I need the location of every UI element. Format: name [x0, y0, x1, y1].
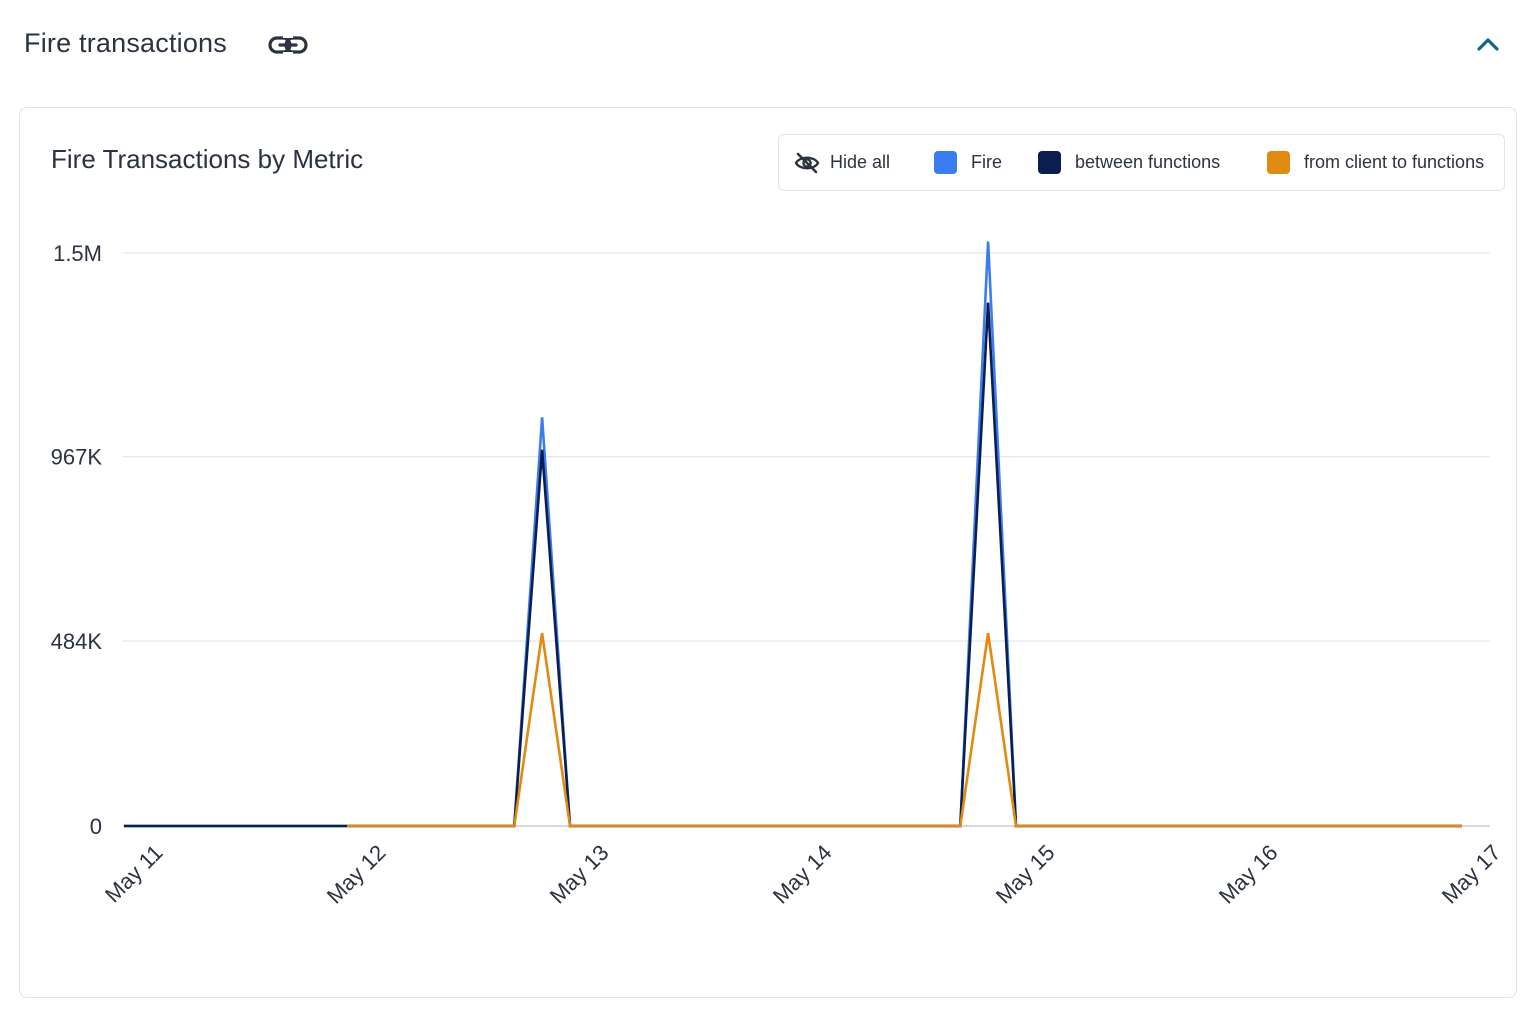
hide-all-label: Hide all: [830, 152, 891, 172]
y-tick-label: 0: [90, 814, 102, 839]
chart-card: Fire Transactions by Metric Hide all Fir…: [19, 107, 1517, 998]
legend-swatch-from-client-to-functions: [1267, 151, 1290, 174]
legend-label-from-client-to-functions: from client to functions: [1304, 152, 1485, 172]
y-tick-label: 1.5M: [53, 241, 102, 266]
line-chart: 0 484K 967K 1.5M May 11 May 12 May 13 May 14 May…: [51, 241, 1506, 909]
chart-legend: Hide all Fire between functions from cli…: [778, 134, 1505, 191]
y-tick-label: 967K: [51, 445, 103, 470]
x-tick-label: May 15: [991, 840, 1060, 909]
legend-swatch-between-functions: [1038, 151, 1061, 174]
legend-label-between-functions: between functions: [1075, 152, 1221, 172]
legend-item-from-client-to-functions[interactable]: from client to functions: [1267, 135, 1484, 190]
series-line-2: [347, 632, 1462, 828]
chart-title: Fire Transactions by Metric: [51, 144, 364, 174]
x-tick-label: May 13: [545, 840, 614, 909]
legend-swatch-fire: [934, 151, 957, 174]
eye-off-icon: [794, 152, 820, 173]
section-header: Fire transactions: [24, 26, 1512, 66]
legend-item-fire[interactable]: Fire: [934, 135, 1002, 190]
series-line-1: [124, 302, 1462, 828]
series-line-0: [124, 241, 1462, 828]
y-tick-label: 484K: [51, 629, 103, 654]
x-tick-label: May 12: [322, 840, 391, 909]
x-tick-label: May 11: [100, 840, 168, 908]
x-tick-label: May 17: [1437, 840, 1506, 909]
section-title: Fire transactions: [24, 28, 227, 58]
hide-all-toggle[interactable]: Hide all: [794, 135, 890, 190]
x-tick-label: May 14: [768, 840, 837, 909]
x-tick-label: May 16: [1214, 840, 1283, 909]
link-icon[interactable]: [268, 30, 308, 60]
chevron-up-icon[interactable]: [1474, 30, 1502, 58]
legend-item-between-functions[interactable]: between functions: [1038, 135, 1220, 190]
legend-label-fire: Fire: [971, 152, 1002, 172]
